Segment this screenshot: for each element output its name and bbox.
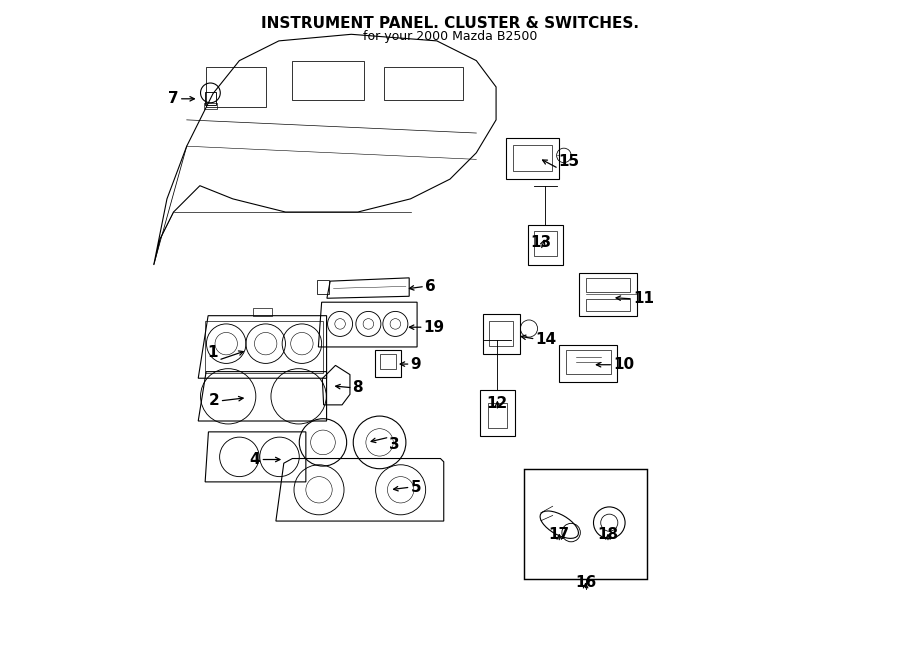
Text: for your 2000 Mazda B2500: for your 2000 Mazda B2500 [363, 30, 537, 44]
Text: 9: 9 [410, 356, 421, 371]
Bar [506, 138, 559, 179]
Text: 2: 2 [209, 393, 220, 408]
Bar [317, 280, 328, 293]
Text: INSTRUMENT PANEL. CLUSTER & SWITCHES.: INSTRUMENT PANEL. CLUSTER & SWITCHES. [261, 16, 639, 31]
Text: 17: 17 [549, 527, 570, 543]
Bar [488, 403, 508, 428]
Text: 10: 10 [613, 357, 634, 372]
Text: 4: 4 [250, 452, 260, 467]
Bar [205, 92, 216, 104]
Bar [206, 67, 266, 106]
Text: 18: 18 [598, 527, 618, 543]
Bar [566, 350, 610, 374]
Text: 11: 11 [633, 292, 654, 307]
Bar [384, 67, 464, 100]
Bar [586, 299, 630, 311]
Bar [292, 61, 365, 100]
Text: 5: 5 [410, 480, 421, 494]
Bar [253, 308, 273, 316]
Bar [534, 231, 557, 256]
Bar [205, 321, 323, 373]
Text: 8: 8 [353, 380, 364, 395]
Text: 13: 13 [530, 235, 552, 251]
Bar [481, 390, 515, 436]
Bar [375, 350, 401, 377]
Text: 1: 1 [208, 345, 219, 360]
Bar [586, 278, 630, 292]
Text: 15: 15 [559, 153, 580, 169]
Bar [483, 314, 520, 354]
Text: 12: 12 [487, 396, 508, 410]
Text: 14: 14 [536, 332, 557, 346]
Bar [579, 273, 637, 316]
Text: 6: 6 [425, 279, 436, 294]
Bar [559, 345, 617, 382]
Text: 19: 19 [424, 320, 445, 334]
Bar [527, 225, 563, 264]
Text: 7: 7 [168, 91, 179, 106]
Bar [490, 321, 513, 346]
Bar [524, 469, 647, 579]
Bar [380, 354, 396, 369]
Text: 3: 3 [390, 437, 400, 452]
Bar [203, 103, 217, 108]
Text: 16: 16 [575, 576, 596, 590]
Bar [512, 145, 552, 171]
